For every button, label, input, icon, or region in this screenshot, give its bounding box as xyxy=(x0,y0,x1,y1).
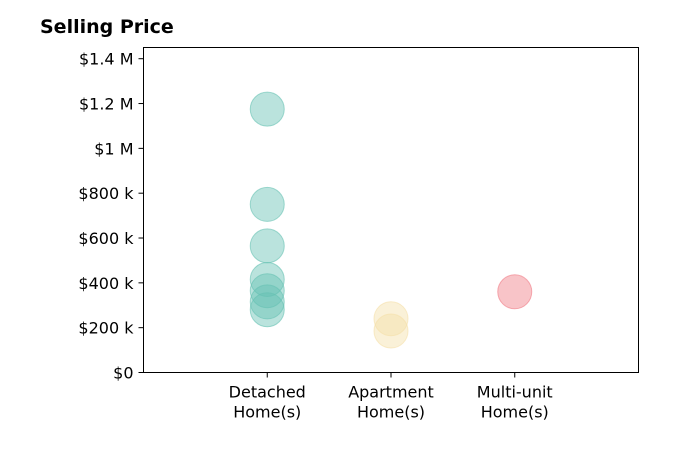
y-tick-label: $1.4 M xyxy=(79,50,134,69)
plot-frame xyxy=(143,47,639,373)
y-tick-label: $600 k xyxy=(78,229,134,248)
x-tick-label-line: Home(s) xyxy=(357,403,425,422)
data-point xyxy=(249,292,285,328)
data-point xyxy=(497,274,533,310)
y-tick-label: $800 k xyxy=(78,184,134,203)
data-point xyxy=(249,91,285,127)
x-tick-label-line: Detached xyxy=(229,383,306,402)
data-point xyxy=(249,261,285,297)
x-tick-label: Detached Home(s) xyxy=(229,383,306,422)
x-tick-label: Multi-unit Home(s) xyxy=(477,383,553,422)
data-point xyxy=(249,284,285,320)
y-tick-label: $400 k xyxy=(78,274,134,293)
chart-title: Selling Price xyxy=(40,16,174,38)
y-tick-label: $1 M xyxy=(94,139,133,158)
y-axis: $0 $200 k $400 k $600 k $800 k $1 M $1.2 M $1.4… xyxy=(78,50,144,383)
y-tick-label: $1.2 M xyxy=(79,95,134,114)
x-tick-label: Apartment Home(s) xyxy=(348,383,434,422)
data-point xyxy=(249,228,285,264)
data-points xyxy=(249,91,533,349)
y-tick-label: $0 xyxy=(113,364,133,383)
x-tick-label-line: Multi-unit xyxy=(477,383,553,402)
x-axis: Detached Home(s)Apartment Home(s)Multi-uni… xyxy=(229,372,553,422)
x-tick-label-line: Home(s) xyxy=(481,403,549,422)
x-tick-label-line: Apartment xyxy=(348,383,434,402)
data-point xyxy=(249,273,285,309)
data-point xyxy=(373,313,409,349)
x-tick-label-line: Home(s) xyxy=(233,403,301,422)
y-tick-label: $200 k xyxy=(78,319,134,338)
data-point xyxy=(373,301,409,337)
data-point xyxy=(249,186,285,222)
